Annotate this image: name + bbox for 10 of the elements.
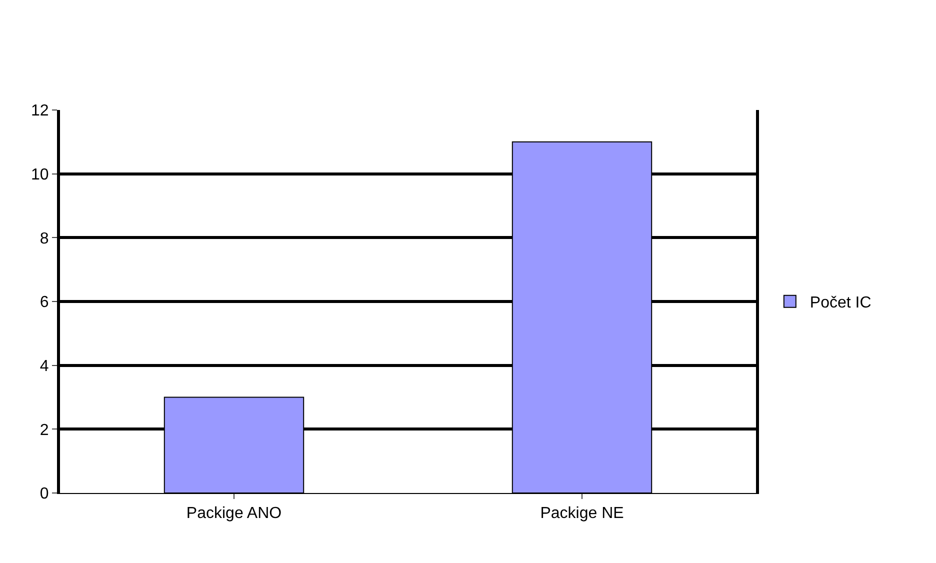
y-tick-label: 6 <box>40 294 49 312</box>
y-tick-label: 2 <box>40 422 49 439</box>
y-tick-label: 4 <box>40 358 49 375</box>
y-tick-label: 0 <box>40 486 49 503</box>
y-tick-label: 12 <box>31 102 49 120</box>
x-tick-label: Packige ANO <box>186 505 282 522</box>
y-tick-label: 10 <box>31 166 49 184</box>
y-tick-label: 8 <box>40 230 49 248</box>
legend-label: Počet IC <box>810 294 872 312</box>
x-tick-label: Packige NE <box>540 505 624 522</box>
